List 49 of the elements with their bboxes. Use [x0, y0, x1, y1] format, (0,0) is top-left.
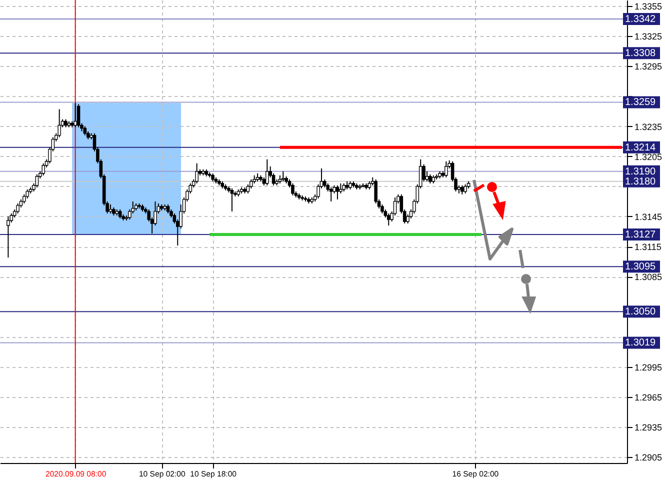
candlestick	[118, 208, 122, 219]
y-tick-label: 1.3145	[634, 212, 662, 222]
candlestick	[444, 160, 448, 178]
candlestick	[166, 204, 170, 214]
candlestick	[35, 174, 39, 188]
y-tick-label: 1.2935	[634, 422, 662, 432]
candlestick	[195, 162, 198, 184]
y-tick-label: 1.3085	[634, 272, 662, 282]
candlestick	[336, 184, 340, 200]
y-tick-label: 1.3205	[634, 152, 662, 162]
candlestick	[380, 204, 384, 214]
y-tick-label: 1.3295	[634, 62, 662, 72]
candlestick	[406, 214, 410, 224]
y-tick-label: 1.3115	[634, 242, 662, 252]
ref-line-label: 1.3214	[625, 142, 656, 154]
candlestick	[291, 182, 294, 196]
candlestick	[230, 188, 234, 212]
candlestick	[464, 184, 467, 194]
candlestick	[74, 102, 77, 128]
candlestick	[460, 184, 464, 195]
candlestick	[386, 212, 390, 226]
y-tick-label: 1.2995	[634, 362, 662, 372]
ref-line-label: 1.3308	[625, 48, 656, 60]
y-tick-label: 1.3235	[634, 122, 662, 132]
y-tick-label: 1.3355	[634, 2, 662, 12]
y-tick-label: 1.2905	[634, 452, 662, 462]
candlestick	[339, 182, 342, 194]
ref-line-label: 1.3259	[625, 97, 656, 108]
ref-line-label: 1.3095	[625, 262, 656, 273]
candlestick	[329, 186, 333, 202]
ref-line-label: 1.3127	[625, 230, 656, 241]
candlestick	[108, 204, 112, 214]
ref-line-label: 1.3190	[625, 166, 656, 178]
candlestick	[16, 202, 20, 214]
candlestick	[42, 162, 46, 176]
candlestick	[246, 184, 250, 194]
ref-line-label: 1.3019	[625, 338, 656, 349]
y-tick-label: 1.3325	[634, 32, 662, 42]
y-tick-label: 1.2965	[634, 392, 662, 402]
candlestick	[265, 158, 269, 186]
candlestick	[76, 104, 80, 128]
ref-line-label: 1.3180	[625, 176, 656, 188]
ref-line-label: 1.3050	[625, 306, 656, 318]
candlestick	[58, 108, 61, 138]
ref-line-label: 1.3342	[625, 14, 656, 26]
candlestick	[22, 194, 26, 204]
candlestick	[6, 216, 10, 258]
candlestick	[428, 174, 432, 184]
candlestick	[83, 126, 87, 136]
